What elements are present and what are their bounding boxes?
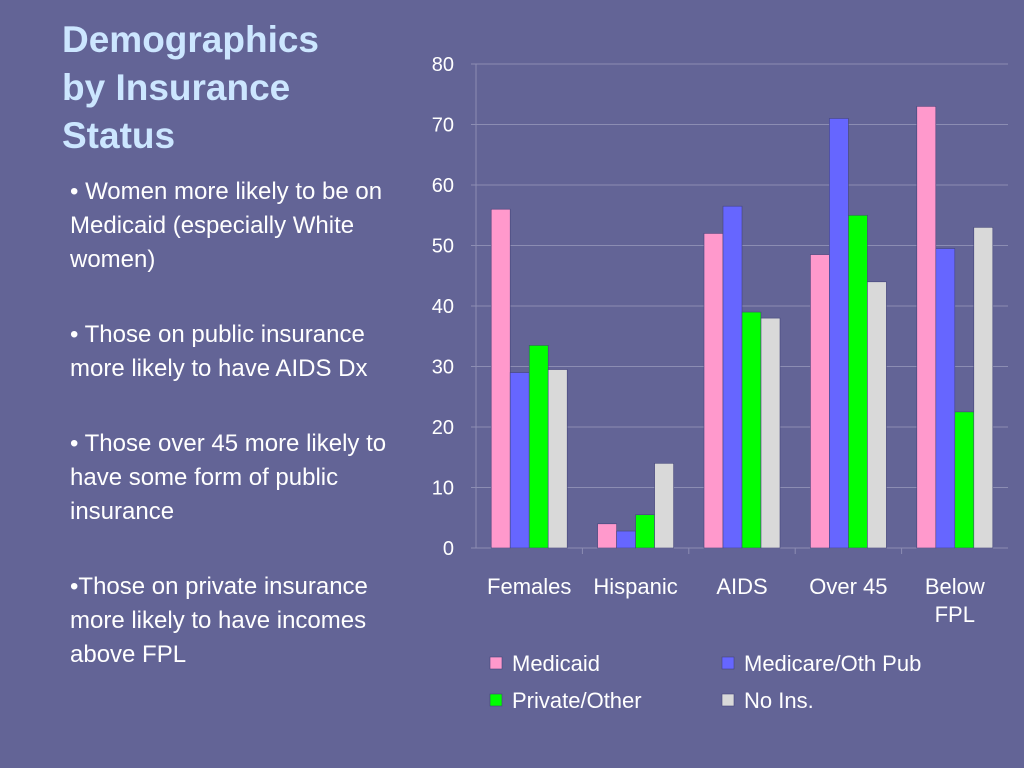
x-tick-label: Females [487, 574, 571, 599]
x-tick-label: FPL [935, 602, 975, 627]
bullet-item: • Those on public insurance more likely … [70, 321, 368, 382]
bar [867, 281, 887, 549]
bar [635, 514, 655, 549]
legend-swatch [489, 656, 503, 670]
bar [597, 523, 617, 549]
y-tick-label: 80 [432, 54, 454, 76]
legend-label: Medicaid [512, 651, 600, 676]
y-tick-label: 60 [432, 175, 454, 197]
bar [829, 118, 849, 549]
y-tick-label: 70 [432, 115, 454, 137]
bar [760, 317, 781, 549]
bullet-list: • Women more likely to be on Medicaid (e… [70, 175, 390, 713]
legend-swatch [721, 693, 735, 707]
y-tick-label: 40 [432, 296, 454, 318]
bar [935, 248, 956, 549]
bar [916, 106, 937, 549]
bullet-item: •Those on private insurance more likely … [70, 573, 368, 668]
x-tick-label: Below [925, 574, 985, 599]
y-tick-label: 0 [443, 538, 454, 560]
title-line-3: Status [62, 115, 176, 156]
y-tick-label: 30 [432, 357, 454, 379]
y-tick-label: 20 [432, 417, 454, 439]
bar [654, 462, 674, 549]
title-line-2: by Insurance [62, 67, 291, 108]
bullet-item: • Those over 45 more likely to have some… [70, 430, 387, 525]
bar [848, 214, 868, 549]
y-tick-label: 50 [432, 236, 454, 258]
x-tick-label: Over 45 [809, 574, 887, 599]
bullet-item: • Women more likely to be on Medicaid (e… [70, 178, 383, 273]
legend-label: Medicare/Oth Pub [744, 651, 921, 676]
bar [509, 372, 530, 549]
bar [616, 530, 636, 549]
title-line-1: Demographics [62, 19, 320, 60]
bar [741, 311, 762, 549]
bar [954, 411, 975, 549]
legend-swatch [489, 693, 503, 707]
legend-label: Private/Other [512, 688, 642, 713]
bar [547, 369, 568, 549]
bar [703, 233, 724, 549]
x-tick-label: Hispanic [593, 574, 677, 599]
bar [722, 205, 743, 549]
y-tick-label: 10 [432, 478, 454, 500]
bar [490, 208, 511, 549]
bar [810, 254, 830, 549]
bar [528, 345, 549, 549]
legend-label: No Ins. [744, 688, 814, 713]
bar [973, 227, 994, 549]
slide-title: Demographics by Insurance Status [62, 16, 382, 160]
legend-swatch [721, 656, 735, 670]
x-tick-label: AIDS [716, 574, 767, 599]
